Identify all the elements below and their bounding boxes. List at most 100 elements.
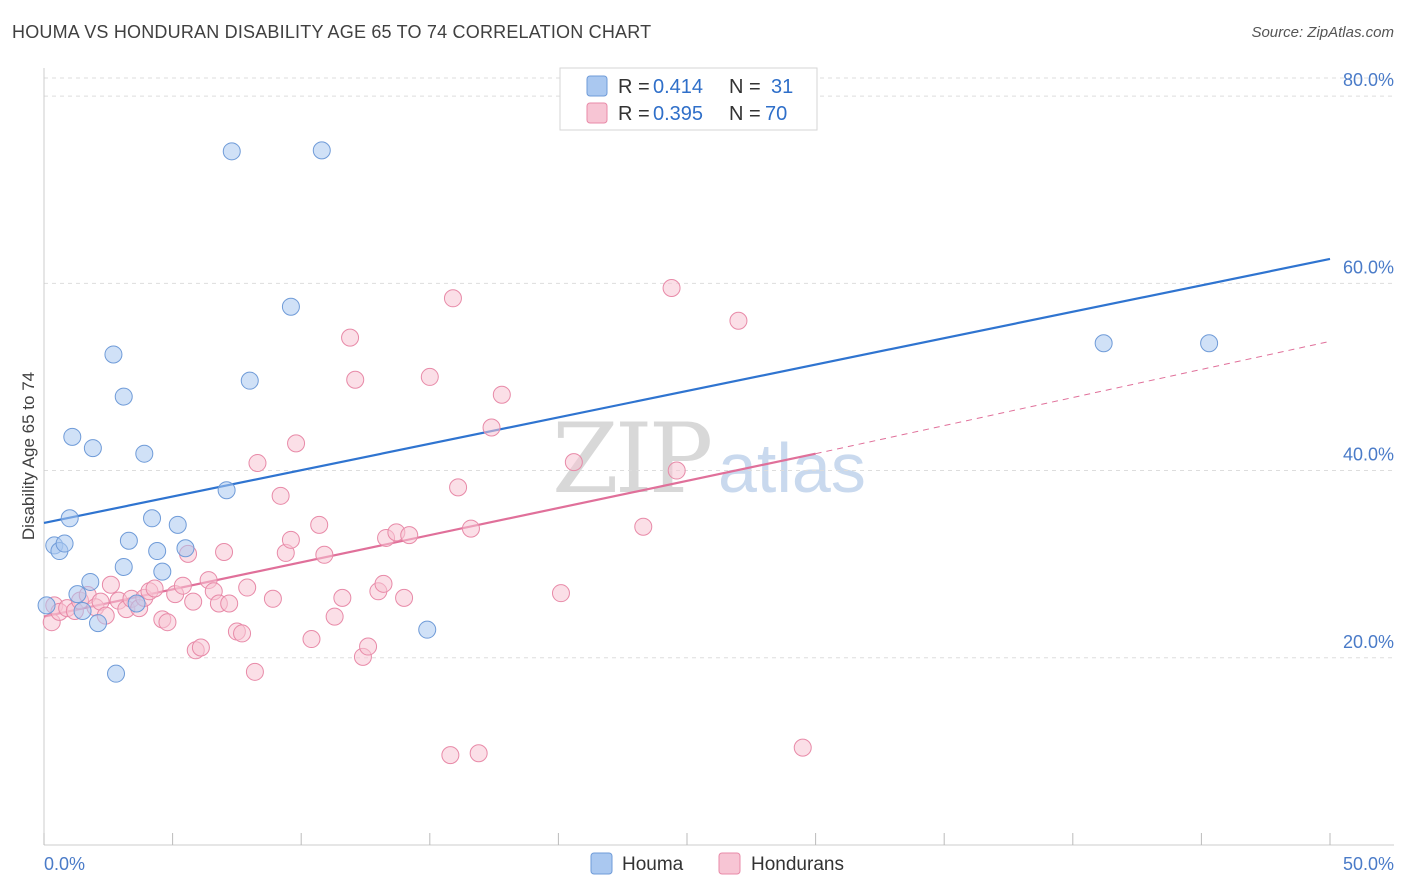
houma-point [217,481,236,500]
gridlines [44,77,1394,659]
houma-point [168,515,187,534]
houma-point [81,572,100,591]
bottom-legend-hondurans-label: Hondurans [751,854,844,875]
axes [43,68,1394,846]
hondurans-point [359,637,378,656]
hondurans-point [184,592,203,611]
hondurans-point [173,576,192,595]
series-legend: Houma Hondurans [590,852,844,875]
houma-point [55,534,74,553]
hondurans-point [564,453,583,472]
hondurans-point [551,584,570,603]
hondurans-point [310,515,329,534]
houma-point [1200,334,1219,353]
hondurans-point [245,662,264,681]
hondurans-point [101,575,120,594]
hondurans-point [271,486,290,505]
hondurans-point [461,519,480,538]
hondurans-point [281,530,300,549]
houma-point [104,345,123,364]
hondurans-point [729,311,748,330]
hondurans-point [341,328,360,347]
hondurans-point [634,517,653,536]
chart-title: HOUMA VS HONDURAN DISABILITY AGE 65 TO 7… [12,22,652,42]
houma-point [1094,334,1113,353]
hondurans-point [482,418,501,437]
houma-point [83,439,102,458]
hondurans-point [215,542,234,561]
houma-point [114,387,133,406]
houma-point [148,542,167,561]
bottom-legend-houma-swatch [590,852,613,875]
legend-hondurans-n-value: 70 [765,103,787,125]
hondurans-point [302,630,321,649]
houma-point [63,427,82,446]
hondurans-point [443,289,462,308]
y-tick-label-60: 60.0% [1343,257,1394,277]
houma-point [143,509,162,528]
houma-point [119,531,138,550]
hondurans-point [158,613,177,632]
legend-houma-swatch [586,75,608,97]
houma-point [89,614,108,633]
watermark: ZIP atlas [552,403,866,515]
legend-hondurans-r-label: R = [618,103,650,125]
houma-point [114,557,133,576]
hondurans-point [315,545,334,564]
houma-point [418,620,437,639]
hondurans-point [238,578,257,597]
y-tick-labels: 20.0% 40.0% 60.0% 80.0% [1343,70,1394,652]
hondurans-point [220,594,239,613]
hondurans-point [263,589,282,608]
hondurans-point [662,278,681,297]
houma-point [37,596,56,615]
hondurans-trend-extension [815,340,1331,455]
source-credit: Source: ZipAtlas.com [1251,24,1394,41]
y-tick-label-80: 80.0% [1343,70,1394,90]
hondurans-point [492,385,511,404]
hondurans-point [793,738,812,757]
bottom-legend-hondurans-swatch [718,852,741,875]
hondurans-point [395,588,414,607]
houma-point [127,594,146,613]
hondurans-point [374,574,393,593]
legend-hondurans-r-value: 0.395 [653,103,703,125]
legend-houma-n-label: N = [729,76,761,98]
hondurans-point [441,746,460,765]
houma-point [281,297,300,316]
hondurans-point [325,607,344,626]
hondurans-point [287,434,306,453]
y-tick-label-20: 20.0% [1343,632,1394,652]
hondurans-points [42,278,812,765]
houma-point [107,664,126,683]
houma-point [312,141,331,160]
legend-hondurans-n-label: N = [729,103,761,125]
houma-point [176,539,195,558]
hondurans-point [469,744,488,763]
hondurans-point [191,638,210,657]
x-tick-label-max: 50.0% [1343,854,1394,874]
houma-trend-line [43,257,1331,525]
correlation-legend: R = 0.414 N = 31 R = 0.395 N = 70 [559,67,818,131]
y-axis-label: Disability Age 65 to 74 [19,372,38,540]
x-tick-label-min: 0.0% [44,854,85,874]
hondurans-point [248,454,267,473]
legend-houma-r-value: 0.414 [653,76,703,98]
houma-point [153,562,172,581]
hondurans-point [145,579,164,598]
hondurans-point [400,526,419,545]
hondurans-point [449,478,468,497]
houma-point [135,444,154,463]
hondurans-point [346,370,365,389]
houma-point [240,371,259,390]
houma-points [37,141,1219,683]
hondurans-point [233,624,252,643]
watermark-atlas: atlas [718,429,866,507]
bottom-legend-houma-label: Houma [622,854,684,875]
legend-houma-n-value: 31 [771,76,793,98]
houma-point [60,509,79,528]
hondurans-point [420,367,439,386]
legend-hondurans-swatch [586,102,608,124]
houma-point [222,142,241,161]
